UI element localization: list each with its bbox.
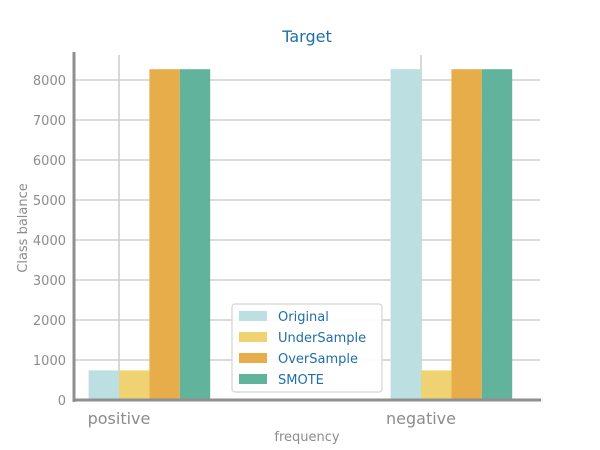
y-tick-label: 3000 (33, 274, 66, 289)
legend-label-smote: SMOTE (278, 373, 324, 388)
x-tick-labels: positive negative (88, 409, 456, 428)
bar-negative-smote (481, 69, 513, 400)
bar-positive-oversample (149, 69, 180, 400)
y-tick-label: 2000 (33, 314, 66, 329)
y-tick-labels: 0 1000 2000 3000 4000 5000 6000 7000 8000 (33, 74, 66, 409)
bar-negative-undersample (421, 370, 452, 400)
legend-box (231, 303, 383, 393)
y-tick-label: 7000 (33, 114, 66, 129)
y-axis-label: Class balance (16, 183, 31, 273)
y-tick-label: 8000 (33, 74, 66, 89)
y-tick-label: 4000 (33, 234, 66, 249)
y-tick-label: 6000 (33, 154, 66, 169)
x-tick-label: negative (386, 409, 456, 428)
y-tick-label: 1000 (33, 354, 66, 369)
legend-swatch-original (239, 311, 267, 321)
legend-label-undersample: UnderSample (278, 331, 366, 346)
bar-positive-original (88, 370, 119, 400)
legend-swatch-smote (239, 374, 267, 384)
x-axis-label: frequency (274, 430, 340, 445)
bar-negative-oversample (451, 69, 482, 400)
bars-group (88, 69, 513, 400)
bar-positive-undersample (119, 370, 150, 400)
x-tick-label: positive (88, 409, 151, 428)
bar-positive-smote (179, 69, 211, 400)
legend: Original UnderSample OverSample SMOTE (231, 303, 383, 393)
axes-group (72, 52, 541, 402)
legend-swatch-undersample (239, 332, 267, 342)
y-tick-label: 0 (58, 394, 66, 409)
legend-label-oversample: OverSample (278, 352, 358, 367)
legend-label-original: Original (278, 310, 329, 325)
bar-negative-original (390, 69, 421, 400)
chart-title: Target (281, 27, 332, 46)
y-tick-label: 5000 (33, 194, 66, 209)
legend-swatch-oversample (239, 353, 267, 363)
